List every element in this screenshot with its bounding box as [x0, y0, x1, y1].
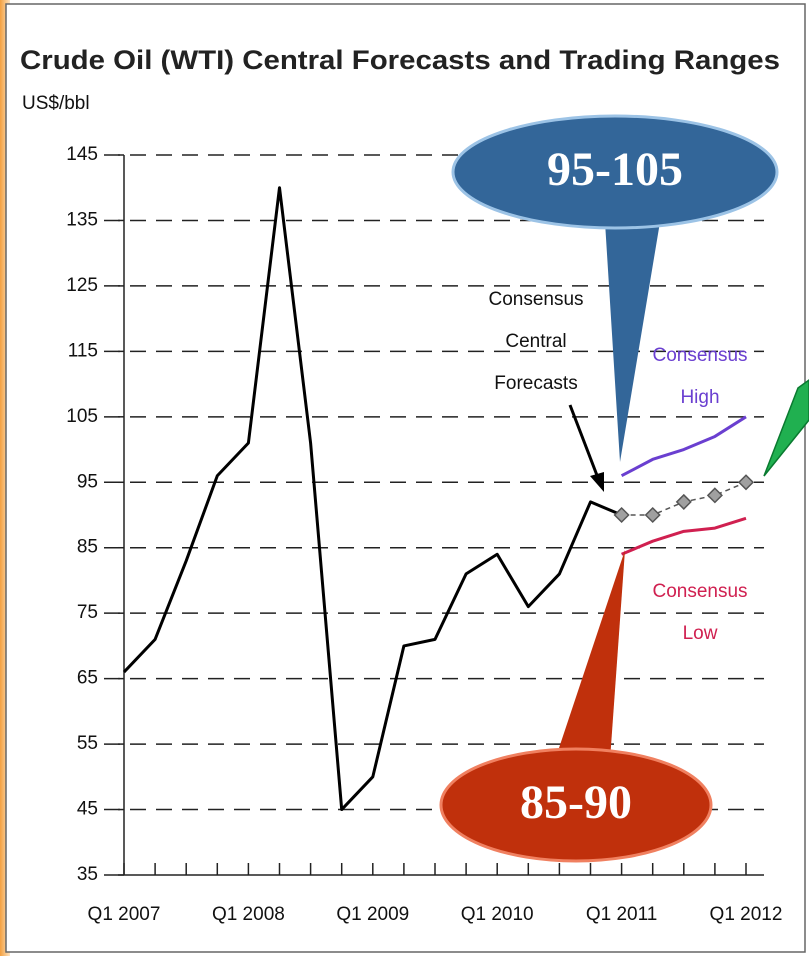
series-line — [620, 415, 747, 478]
callout-tail — [470, 195, 660, 462]
x-tick-label: Q1 2007 — [88, 904, 161, 925]
y-tick-label: 35 — [77, 864, 98, 885]
annotation: Low — [683, 623, 718, 644]
x-tick-label: Q1 2012 — [710, 904, 783, 925]
annotation: Consensus — [652, 345, 747, 366]
data-marker — [737, 474, 755, 491]
series-line — [621, 516, 747, 556]
y-tick-label: 125 — [66, 275, 98, 296]
x-tick-label: Q1 2009 — [336, 904, 409, 925]
data-marker — [706, 487, 723, 504]
callout-tail — [555, 550, 625, 760]
annotation: Central — [505, 331, 566, 352]
annotation: High — [680, 387, 719, 408]
y-axis-label: US$/bbl — [22, 93, 90, 114]
data-marker — [613, 506, 630, 524]
y-tick-label: 115 — [68, 340, 98, 361]
callout-text: 95-105 — [547, 143, 683, 196]
data-marker — [644, 506, 661, 524]
series-line — [122, 186, 623, 812]
y-tick-label: 75 — [77, 602, 98, 623]
annotation: Consensus — [652, 581, 747, 602]
y-tick-label: 65 — [77, 668, 98, 689]
arrowhead — [590, 472, 604, 492]
y-tick-label: 135 — [66, 209, 98, 230]
annotation: Consensus — [488, 289, 583, 310]
y-tick-label: 145 — [66, 144, 98, 165]
y-tick-label: 55 — [77, 733, 98, 754]
x-tick-label: Q1 2008 — [212, 904, 285, 925]
y-tick-label: 105 — [66, 406, 98, 427]
y-tick-label: 85 — [77, 537, 98, 558]
data-marker — [675, 493, 692, 510]
y-tick-label: 95 — [77, 471, 98, 492]
x-tick-label: Q1 2011 — [586, 904, 657, 925]
annotation: Forecasts — [494, 373, 577, 394]
y-tick-label: 45 — [77, 799, 98, 820]
callout-tail — [763, 379, 809, 477]
callout-bubble — [451, 114, 779, 230]
chart-title: Crude Oil (WTI) Central Forecasts and Tr… — [20, 45, 780, 75]
arrow — [568, 404, 600, 479]
x-tick-label: Q1 2010 — [461, 904, 534, 925]
callout-bubble — [439, 747, 713, 863]
callout-text: 85-90 — [520, 776, 632, 829]
edge-strip — [0, 0, 10, 956]
